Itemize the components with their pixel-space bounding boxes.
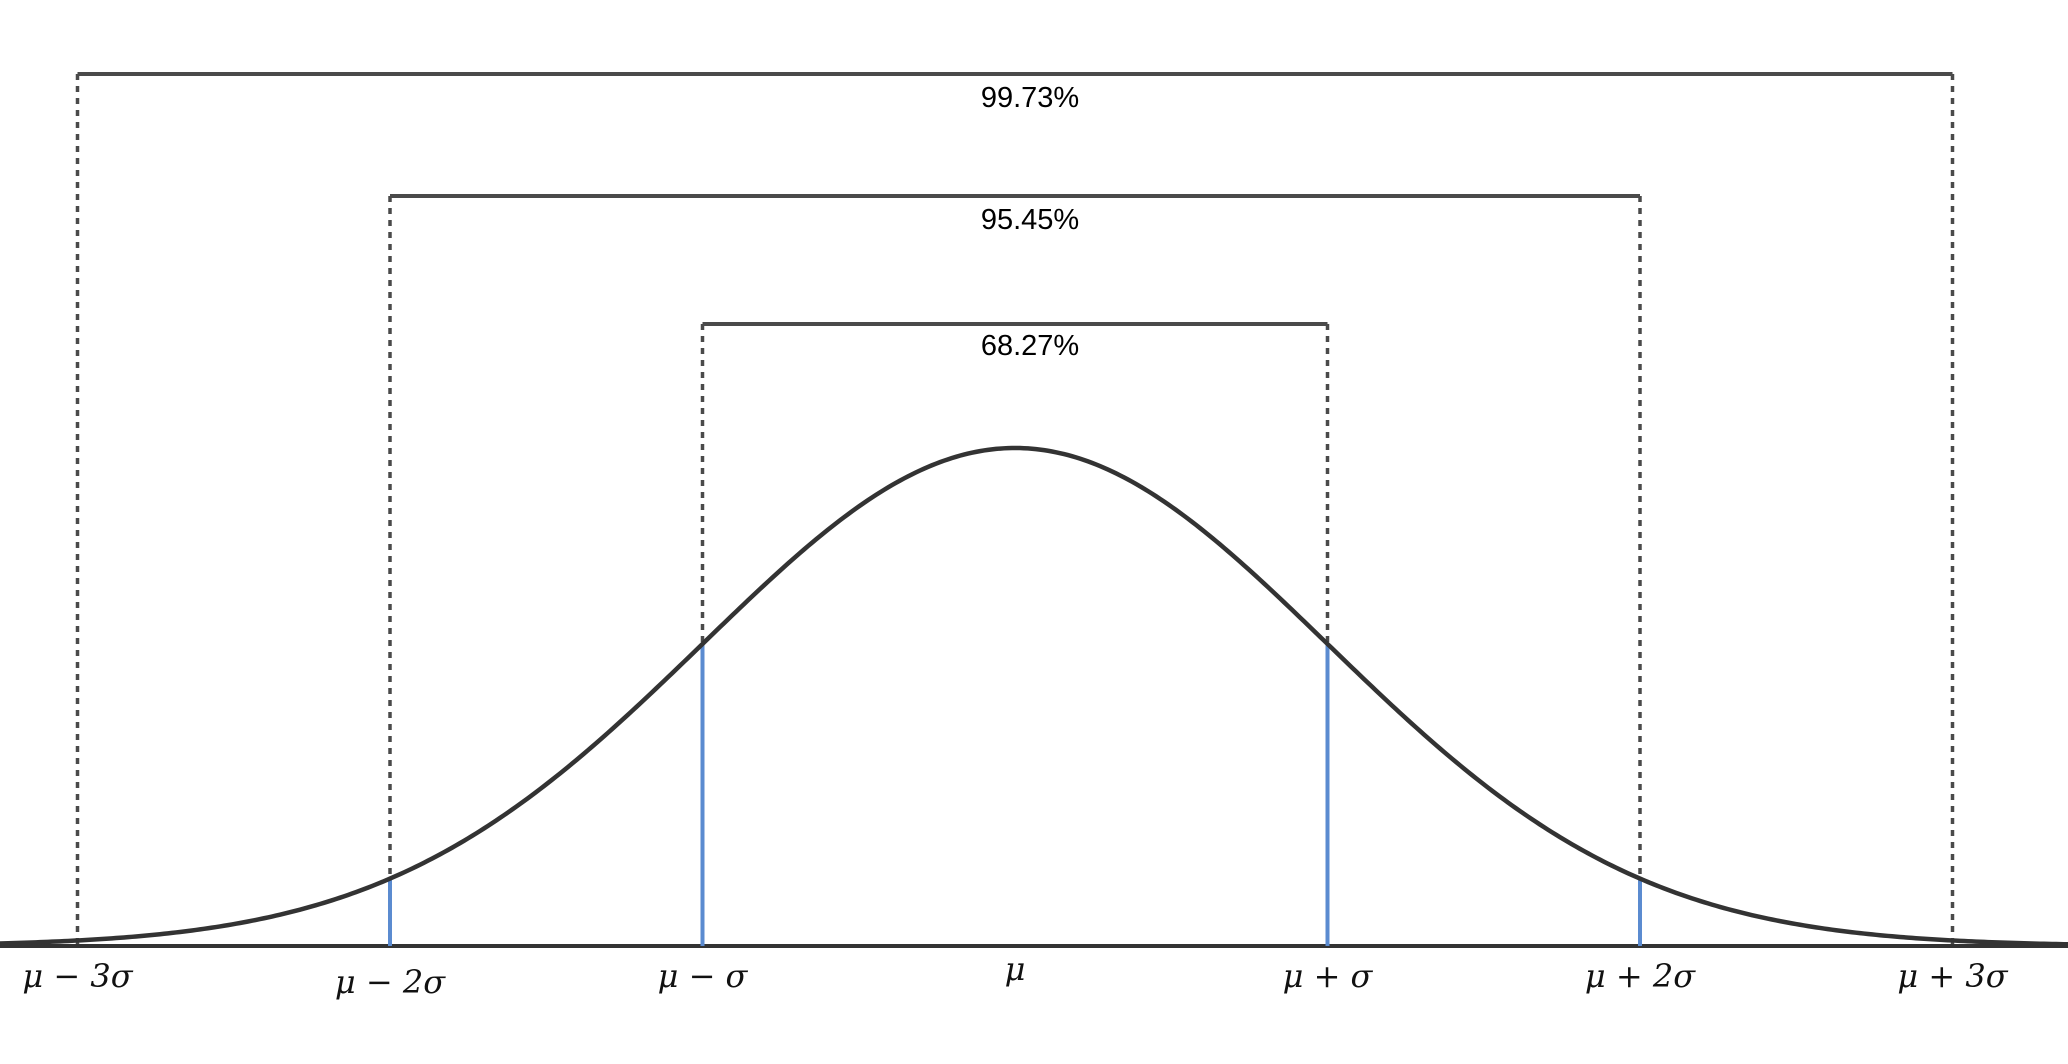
normal-curve bbox=[0, 445, 2068, 947]
interval-percentage-label: 68.27% bbox=[981, 330, 1079, 362]
x-tick-label: μ − 3σ bbox=[22, 957, 133, 995]
interval-percentage-label: 99.73% bbox=[981, 82, 1079, 114]
x-tick-label: μ − σ bbox=[658, 957, 749, 995]
x-tick-label: μ + 2σ bbox=[1585, 957, 1696, 995]
x-tick-label: μ + 3σ bbox=[1897, 957, 2008, 995]
interval-percentage-label: 95.45% bbox=[981, 204, 1079, 236]
x-tick-label: μ − 2σ bbox=[335, 963, 446, 1001]
x-tick-label: μ bbox=[1005, 950, 1026, 988]
x-tick-label: μ + σ bbox=[1283, 957, 1374, 995]
